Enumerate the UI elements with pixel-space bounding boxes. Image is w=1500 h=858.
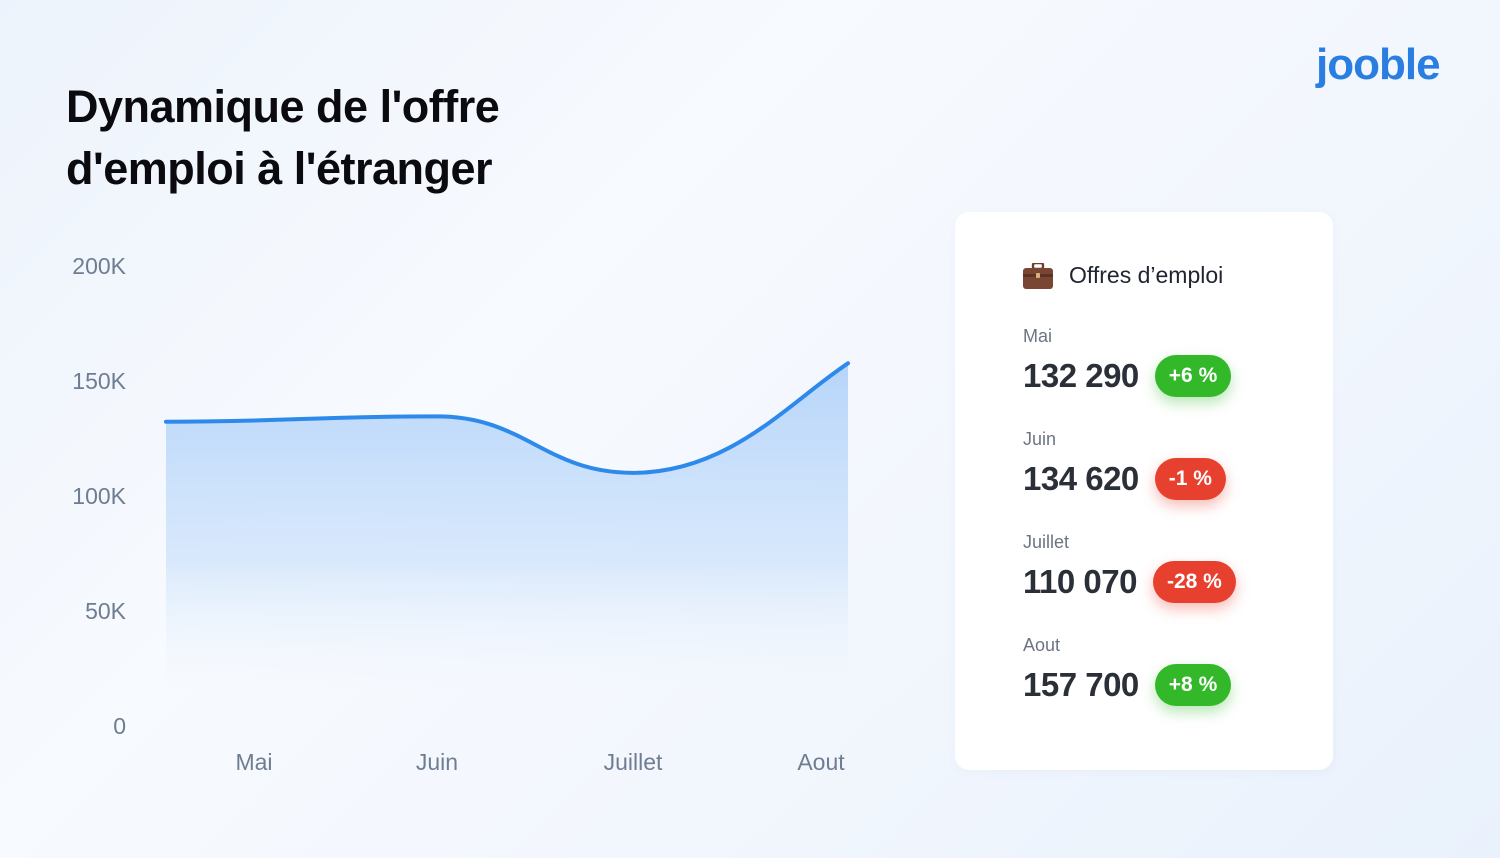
job-offers-panel: Offres d’emploi Mai 132 290 +6 % Juin 13…: [955, 212, 1333, 770]
entry-month: Aout: [1023, 635, 1061, 655]
change-badge: -1 %: [1154, 458, 1226, 500]
entry-row: 134 620 -1 %: [1023, 458, 1226, 500]
change-badge: +8 %: [1154, 664, 1232, 706]
entry-row: 132 290 +6 %: [1023, 355, 1232, 397]
series-area: [166, 363, 848, 696]
title-line-1: Dynamique de l'offre: [66, 81, 500, 132]
briefcase-icon: [1023, 261, 1053, 289]
entry-juin: Juin 134 620 -1 %: [1023, 429, 1226, 500]
x-axis: Mai Juin Juillet Aout: [235, 749, 845, 775]
entry-value: 110 070: [1023, 563, 1137, 600]
entry-value: 132 290: [1023, 357, 1139, 394]
entry-mai: Mai 132 290 +6 %: [1023, 326, 1232, 397]
series-line: [164, 361, 850, 475]
entry-juillet: Juillet 110 070 -28 %: [1023, 532, 1236, 603]
entry-month: Juin: [1023, 429, 1057, 449]
x-tick-label: Juillet: [604, 749, 663, 775]
y-axis: 0 50K 100K 150K 200K: [72, 253, 126, 739]
page-title: Dynamique de l'offre d'emploi à l'étrang…: [66, 76, 666, 200]
panel-title: Offres d’emploi: [1069, 262, 1224, 288]
change-badge: +6 %: [1154, 355, 1232, 397]
y-tick-label: 150K: [72, 368, 126, 394]
change-badge: -28 %: [1152, 561, 1236, 603]
y-tick-label: 100K: [72, 483, 126, 509]
entry-value: 134 620: [1023, 460, 1139, 497]
jooble-logo[interactable]: jooble: [1316, 40, 1441, 89]
entry-aout: Aout 157 700 +8 %: [1023, 635, 1232, 706]
entry-value: 157 700: [1023, 666, 1139, 703]
x-tick-label: Juin: [416, 749, 458, 775]
entry-month: Juillet: [1023, 532, 1070, 552]
panel-header: Offres d’emploi: [1023, 261, 1224, 289]
entry-month: Mai: [1023, 326, 1053, 346]
area-chart: 0 50K 100K 150K 200K Mai Juin Juillet Aout: [72, 253, 850, 775]
y-tick-label: 50K: [85, 598, 127, 624]
y-tick-label: 0: [113, 713, 126, 739]
y-tick-label: 200K: [72, 253, 126, 279]
entry-row: 110 070 -28 %: [1023, 561, 1236, 603]
x-tick-label: Mai: [235, 749, 272, 775]
entry-row: 157 700 +8 %: [1023, 664, 1232, 706]
x-tick-label: Aout: [797, 749, 845, 775]
title-line-2: d'emploi à l'étranger: [66, 143, 493, 194]
